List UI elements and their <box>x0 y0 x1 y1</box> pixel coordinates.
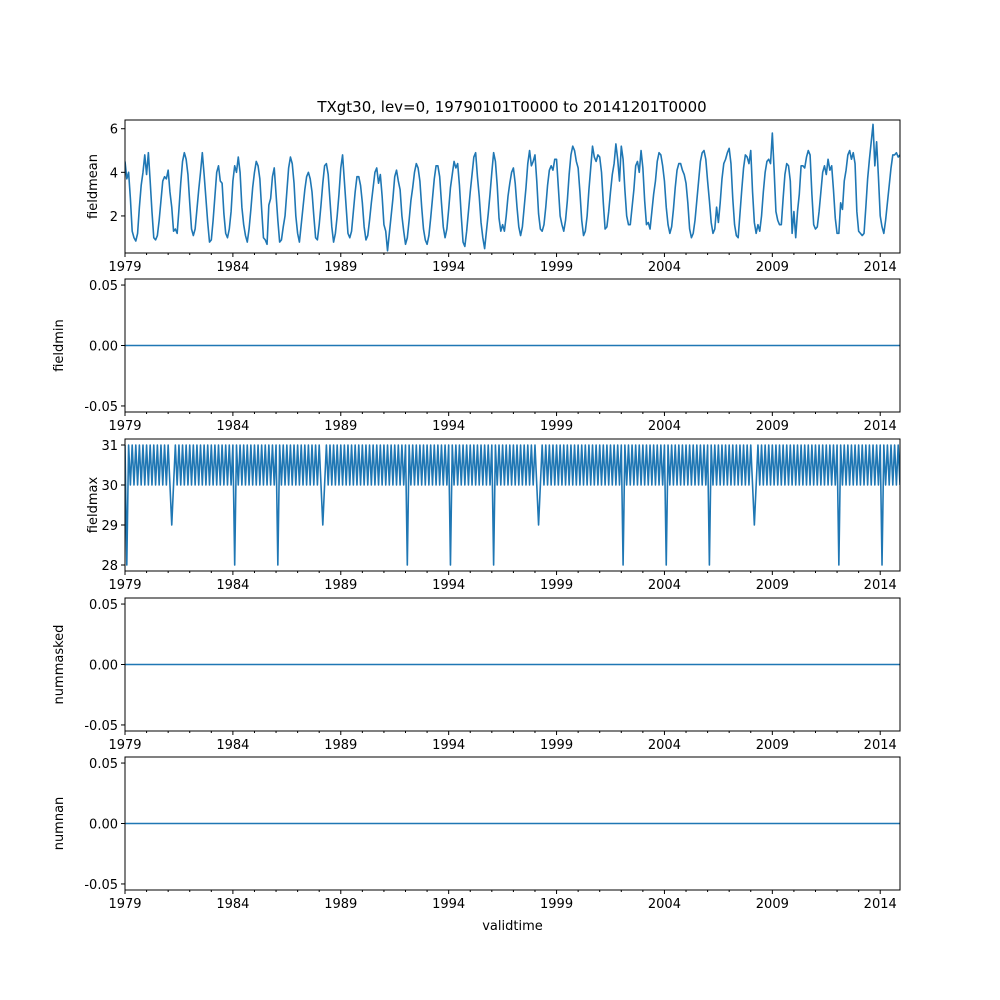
x-tick-label: 2004 <box>648 738 681 753</box>
x-tick-label: 1984 <box>216 738 249 753</box>
x-tick-label: 1994 <box>432 738 465 753</box>
y-tick-label: 28 <box>101 559 118 574</box>
x-tick-label: 2009 <box>756 578 789 593</box>
series-line-fieldmean <box>125 123 900 252</box>
y-tick-label: -0.05 <box>84 878 118 893</box>
x-tick-label: 1999 <box>540 897 573 912</box>
panel-fieldmean: 1979 1984 1989 1994 1999 2004 2009 2014 2 4 6 field… <box>86 119 901 275</box>
x-tick-label: 2004 <box>648 578 681 593</box>
x-tick-label: 1984 <box>216 897 249 912</box>
x-tick-label: 1989 <box>324 738 357 753</box>
y-axis-label: fieldmin <box>52 319 67 372</box>
x-tick-label: 1999 <box>540 260 573 275</box>
x-tick-label: 1984 <box>216 260 249 275</box>
series-line-fieldmax <box>125 444 900 566</box>
x-tick-label: 2009 <box>756 738 789 753</box>
x-tick-label: 1979 <box>108 260 141 275</box>
panel-fieldmin: 1979 1984 1989 1994 1999 2004 2009 2014 0.05 0.00… <box>52 278 901 434</box>
x-tick-label: 2009 <box>756 260 789 275</box>
x-tick-label: 2004 <box>648 897 681 912</box>
x-tick-label: 1979 <box>108 738 141 753</box>
x-tick-label: 2009 <box>756 419 789 434</box>
y-axis-label: nummasked <box>52 625 67 705</box>
x-tick-label: 2014 <box>864 419 897 434</box>
x-tick-label: 2004 <box>648 419 681 434</box>
y-tick-label: 4 <box>110 166 118 181</box>
x-tick-label: 2009 <box>756 897 789 912</box>
y-tick-label: 0.00 <box>89 340 118 355</box>
y-tick-label: 0.05 <box>89 757 118 772</box>
x-tick-label: 1979 <box>108 897 141 912</box>
y-axis-label: fieldmax <box>86 477 101 534</box>
x-tick-label: 1994 <box>432 260 465 275</box>
x-axis-label: validtime <box>482 919 543 934</box>
x-tick-label: 1984 <box>216 419 249 434</box>
x-tick-label: 1994 <box>432 419 465 434</box>
panel-numnan: 1979 1984 1989 1994 1999 2004 2009 2014 0.05 0.00… <box>52 756 901 934</box>
chart-title: TXgt30, lev=0, 19790101T0000 to 20141201… <box>316 98 706 116</box>
panel-nummasked: 1979 1984 1989 1994 1999 2004 2009 2014 0.05 0.00… <box>52 597 901 753</box>
x-tick-label: 1979 <box>108 578 141 593</box>
x-tick-label: 2014 <box>864 578 897 593</box>
x-tick-label: 2014 <box>864 738 897 753</box>
y-tick-label: 0.00 <box>89 818 118 833</box>
x-tick-label: 1989 <box>324 897 357 912</box>
y-tick-label: 29 <box>101 519 118 534</box>
y-axis-label: numnan <box>52 797 67 851</box>
y-axis-label: fieldmean <box>86 154 101 219</box>
x-tick-label: 1994 <box>432 897 465 912</box>
panel-fieldmax: 1979 1984 1989 1994 1999 2004 2009 2014 31 30 29 28… <box>86 438 901 593</box>
x-tick-label: 1989 <box>324 578 357 593</box>
x-tick-label: 1999 <box>540 578 573 593</box>
x-tick-label: 1984 <box>216 578 249 593</box>
x-tick-label: 1999 <box>540 738 573 753</box>
plot-frame <box>124 438 901 572</box>
x-tick-label: 1994 <box>432 578 465 593</box>
y-tick-label: -0.05 <box>84 400 118 415</box>
y-tick-label: 6 <box>110 123 118 138</box>
y-tick-label: 2 <box>110 210 118 225</box>
y-tick-label: 0.05 <box>89 279 118 294</box>
y-tick-label: 0.05 <box>89 598 118 613</box>
x-tick-label: 1989 <box>324 260 357 275</box>
x-tick-label: 1979 <box>108 419 141 434</box>
x-tick-label: 1989 <box>324 419 357 434</box>
y-tick-label: 31 <box>101 439 118 454</box>
x-tick-label: 1999 <box>540 419 573 434</box>
y-tick-label: 0.00 <box>89 659 118 674</box>
plot-frame <box>124 119 901 254</box>
y-tick-label: 30 <box>101 479 118 494</box>
x-tick-label: 2014 <box>864 897 897 912</box>
x-tick-label: 2004 <box>648 260 681 275</box>
y-tick-label: -0.05 <box>84 719 118 734</box>
x-tick-label: 2014 <box>864 260 897 275</box>
